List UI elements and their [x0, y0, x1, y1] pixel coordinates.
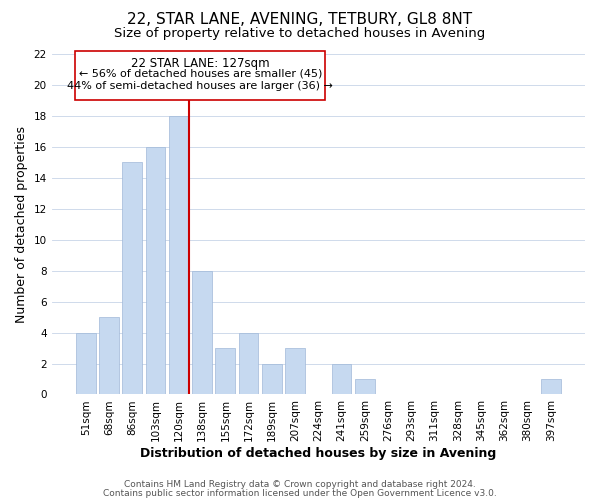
Text: 22, STAR LANE, AVENING, TETBURY, GL8 8NT: 22, STAR LANE, AVENING, TETBURY, GL8 8NT — [127, 12, 473, 28]
Text: Contains HM Land Registry data © Crown copyright and database right 2024.: Contains HM Land Registry data © Crown c… — [124, 480, 476, 489]
Bar — [239, 332, 259, 394]
Bar — [285, 348, 305, 395]
Bar — [76, 332, 95, 394]
Bar — [332, 364, 352, 394]
Bar — [122, 162, 142, 394]
Bar — [146, 147, 166, 394]
Y-axis label: Number of detached properties: Number of detached properties — [15, 126, 28, 322]
Bar — [215, 348, 235, 395]
Text: 22 STAR LANE: 127sqm: 22 STAR LANE: 127sqm — [131, 57, 269, 70]
Text: 44% of semi-detached houses are larger (36) →: 44% of semi-detached houses are larger (… — [67, 81, 333, 91]
Text: Size of property relative to detached houses in Avening: Size of property relative to detached ho… — [115, 28, 485, 40]
Text: Contains public sector information licensed under the Open Government Licence v3: Contains public sector information licen… — [103, 488, 497, 498]
X-axis label: Distribution of detached houses by size in Avening: Distribution of detached houses by size … — [140, 447, 496, 460]
Text: ← 56% of detached houses are smaller (45): ← 56% of detached houses are smaller (45… — [79, 68, 322, 78]
Bar — [169, 116, 188, 394]
Bar — [355, 379, 375, 394]
Bar — [192, 270, 212, 394]
FancyBboxPatch shape — [76, 51, 325, 100]
Bar — [262, 364, 282, 394]
Bar — [99, 317, 119, 394]
Bar — [541, 379, 561, 394]
